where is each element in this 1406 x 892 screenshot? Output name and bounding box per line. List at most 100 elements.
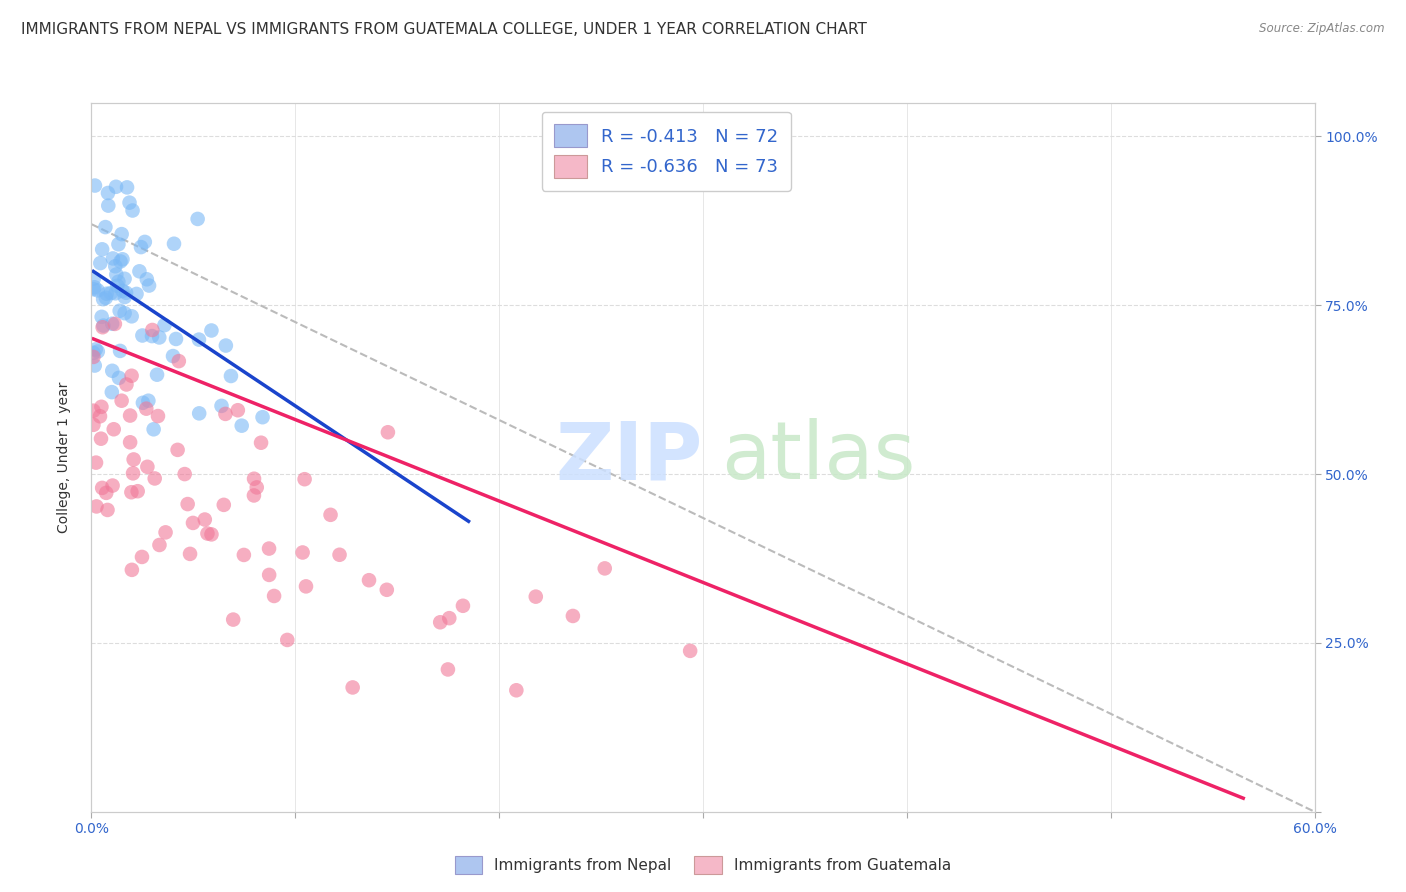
Point — [166, 442, 188, 457]
Point — [101, 478, 124, 492]
Point — [136, 459, 159, 474]
Point — [148, 538, 170, 552]
Point — [96, 503, 118, 517]
Point — [561, 609, 583, 624]
Point — [211, 399, 233, 413]
Point — [250, 435, 273, 450]
Point — [121, 563, 143, 577]
Point — [142, 422, 165, 436]
Point — [105, 179, 128, 194]
Point — [232, 548, 254, 562]
Point — [104, 286, 127, 301]
Point — [82, 350, 104, 364]
Point — [188, 333, 211, 347]
Point — [132, 396, 155, 410]
Point — [101, 317, 124, 331]
Point — [377, 425, 399, 440]
Text: atlas: atlas — [721, 418, 915, 496]
Point — [84, 178, 107, 193]
Point — [97, 186, 120, 200]
Point — [146, 409, 169, 423]
Point — [84, 343, 107, 357]
Point — [89, 409, 111, 424]
Text: Source: ZipAtlas.com: Source: ZipAtlas.com — [1260, 22, 1385, 36]
Point — [121, 203, 143, 218]
Point — [328, 548, 350, 562]
Point — [231, 418, 253, 433]
Point — [110, 254, 132, 268]
Point — [257, 568, 280, 582]
Point — [104, 317, 127, 331]
Point — [263, 589, 285, 603]
Point — [252, 410, 274, 425]
Point — [83, 280, 105, 294]
Point — [219, 369, 242, 384]
Point — [214, 407, 236, 421]
Point — [167, 354, 190, 368]
Point — [115, 285, 138, 300]
Point — [187, 211, 209, 226]
Point — [593, 561, 616, 575]
Point — [120, 435, 142, 450]
Point — [342, 681, 364, 695]
Point — [679, 644, 702, 658]
Point — [129, 240, 152, 254]
Point — [83, 271, 105, 285]
Point — [84, 456, 107, 470]
Point — [86, 284, 108, 298]
Point — [200, 527, 222, 541]
Point — [194, 512, 217, 526]
Text: IMMIGRANTS FROM NEPAL VS IMMIGRANTS FROM GUATEMALA COLLEGE, UNDER 1 YEAR CORRELA: IMMIGRANTS FROM NEPAL VS IMMIGRANTS FROM… — [21, 22, 868, 37]
Point — [90, 400, 112, 414]
Point — [104, 260, 127, 274]
Point — [96, 486, 118, 500]
Point — [188, 406, 211, 420]
Point — [155, 525, 177, 540]
Point — [94, 220, 117, 235]
Point — [162, 349, 184, 363]
Point — [276, 632, 298, 647]
Point — [105, 268, 128, 282]
Point — [135, 401, 157, 416]
Point — [451, 599, 474, 613]
Point — [96, 286, 118, 301]
Point — [101, 364, 124, 378]
Point — [87, 344, 110, 359]
Point — [143, 471, 166, 485]
Point — [226, 403, 249, 417]
Point — [128, 264, 150, 278]
Point — [111, 393, 134, 408]
Point — [90, 310, 112, 324]
Point — [243, 488, 266, 502]
Point — [94, 291, 117, 305]
Point — [91, 481, 114, 495]
Point — [108, 343, 131, 358]
Point — [91, 292, 114, 306]
Point — [375, 582, 398, 597]
Point — [114, 306, 136, 320]
Point — [135, 272, 157, 286]
Point — [200, 324, 222, 338]
Point — [127, 484, 149, 499]
Point — [294, 472, 316, 486]
Point — [197, 526, 219, 541]
Point — [107, 237, 129, 252]
Point — [295, 579, 318, 593]
Point — [118, 195, 141, 210]
Point — [101, 385, 124, 400]
Point — [91, 320, 114, 334]
Point — [131, 549, 153, 564]
Point — [101, 252, 124, 266]
Point — [115, 180, 138, 194]
Point — [89, 256, 111, 270]
Point — [121, 310, 143, 324]
Point — [429, 615, 451, 630]
Y-axis label: College, Under 1 year: College, Under 1 year — [56, 382, 70, 533]
Point — [114, 290, 136, 304]
Point — [107, 275, 129, 289]
Point — [165, 332, 187, 346]
Point — [82, 346, 104, 360]
Point — [93, 318, 115, 333]
Point — [111, 252, 134, 267]
Point — [141, 329, 163, 343]
